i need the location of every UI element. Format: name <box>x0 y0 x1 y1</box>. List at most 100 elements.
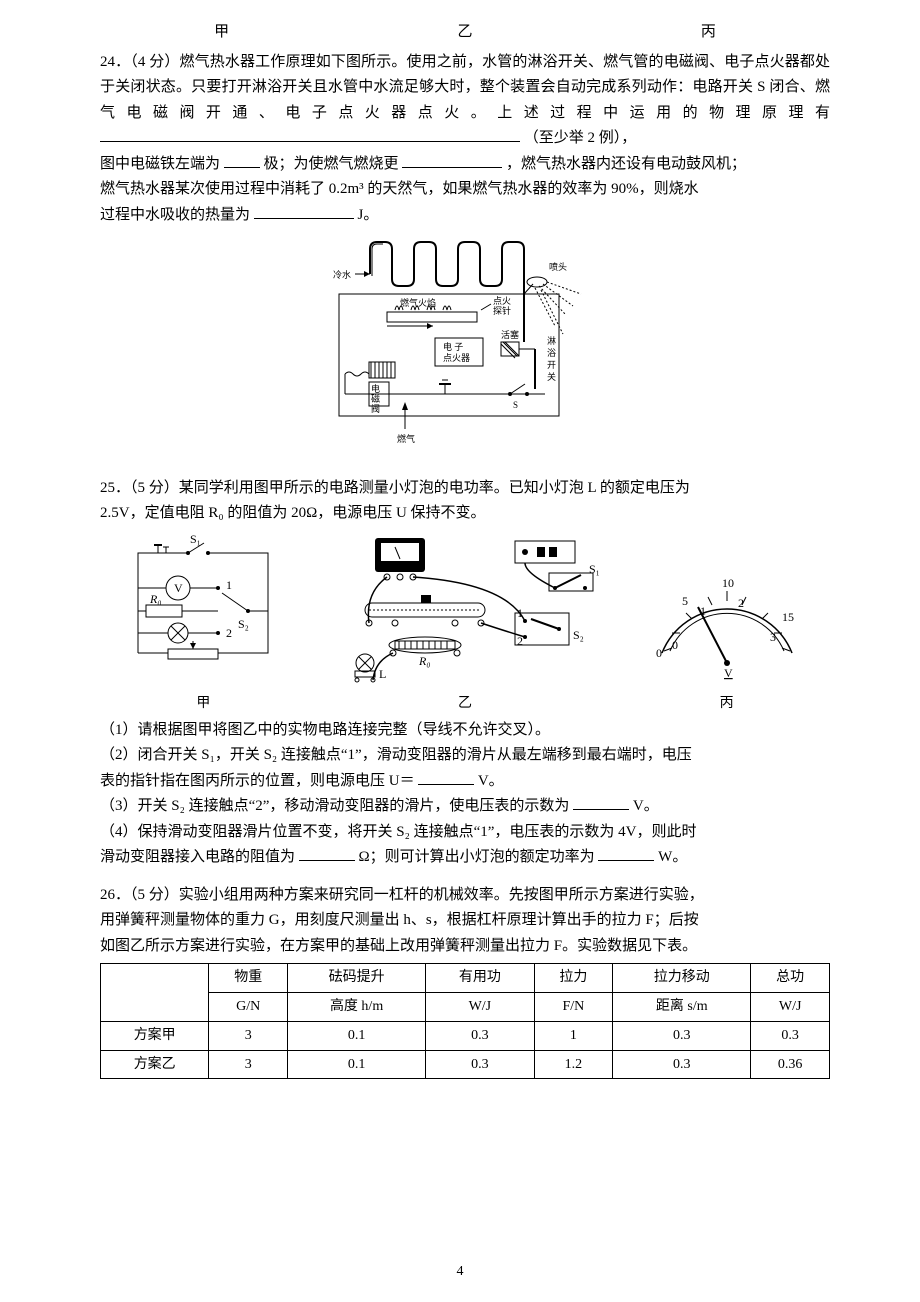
label-V: V <box>174 581 183 595</box>
label-shower4: 关 <box>547 371 556 382</box>
r1-Wu: 0.3 <box>426 1050 534 1079</box>
q25-i2b: 表的指针指在图丙所示的位置，则电源电压 U＝ <box>100 773 415 789</box>
svg-text:15: 15 <box>782 610 794 624</box>
question-26: 26．（5 分）实验小组用两种方案来研究同一杠杆的机械效率。先按图甲所示方案进行… <box>100 883 830 1080</box>
label-s2: S₂ <box>238 617 249 631</box>
top-caption-row: 甲 乙 丙 <box>100 20 830 46</box>
svg-text:2: 2 <box>738 596 744 610</box>
q26-s2: 用弹簧秤测量物体的重力 G，用刻度尺测量出 h、s，根据杠杆原理计算出手的拉力 … <box>100 912 699 928</box>
label-L: L <box>379 667 386 681</box>
q25-cap-b: 乙 <box>325 692 605 716</box>
q25-blank-R <box>299 846 355 861</box>
th-h-b: 高度 h/m <box>288 993 426 1022</box>
heater-diagram-icon: 冷水 喷头 燃气火焰 点火 探针 <box>315 234 615 454</box>
label-r0: R₀ <box>149 592 162 606</box>
r0-h: 0.1 <box>288 1021 426 1050</box>
circuit-schematic-icon: S₁ V R₀ 1 2 S₂ <box>118 533 288 683</box>
r1-h: 0.1 <box>288 1050 426 1079</box>
svg-text:0: 0 <box>656 646 662 660</box>
q24-blank-pole <box>224 153 260 168</box>
table-row: 方案乙 3 0.1 0.3 1.2 0.3 0.36 <box>101 1050 830 1079</box>
q24-line2b: 极；为使燃气燃烧更 <box>264 156 399 172</box>
q25-stem2: 2.5V，定值电阻 R₀ 的阻值为 20Ω，电源电压 U 保持不变。 <box>100 505 486 521</box>
th-Wt-b: W/J <box>751 993 830 1022</box>
q25-i4c: Ω；则可计算出小灯泡的额定功率为 <box>359 849 595 865</box>
q24-text: 24．（4 分）燃气热水器工作原理如下图所示。使用之前，水管的淋浴开关、燃气管的… <box>100 50 830 229</box>
q25-blank-V2 <box>573 795 629 810</box>
q25-fig-jia: S₁ V R₀ 1 2 S₂ <box>118 533 288 716</box>
label-s1: S₁ <box>190 533 201 546</box>
q24-blank-principles <box>100 127 520 142</box>
q25-i4d: W。 <box>658 849 687 865</box>
q25-i4a: （4）保持滑动变阻器滑片位置不变，将开关 S₂ 连接触点“1”，电压表的示数为 … <box>100 824 696 840</box>
label-valve3: 阀 <box>371 404 380 414</box>
q25-fig-bing: 0 5 10 15 0 1 2 3 V 丙 <box>642 563 812 716</box>
label-cold: 冷水 <box>333 269 351 280</box>
label-shower1: 淋 <box>547 335 556 346</box>
q24-paren: （至少举 2 例）， <box>524 130 637 146</box>
q26-table: 物重 砝码提升 有用功 拉力 拉力移动 总功 G/N 高度 h/m W/J F/… <box>100 963 830 1079</box>
label-Vb: V <box>724 666 733 680</box>
r1-s: 0.3 <box>613 1050 751 1079</box>
physical-circuit-icon: S₁ 1 2 S₂ R₀ <box>325 533 605 683</box>
label-ign1: 电 子 <box>443 341 463 352</box>
label-switch: S <box>513 400 518 410</box>
r0-name: 方案甲 <box>101 1021 209 1050</box>
caption-jia: 甲 <box>100 20 343 46</box>
label-valve1: 电 <box>371 383 380 394</box>
q25-item4: （4）保持滑动变阻器滑片位置不变，将开关 S₂ 连接触点“1”，电压表的示数为 … <box>100 820 830 871</box>
svg-text:10: 10 <box>722 576 734 590</box>
q25-i3b: V。 <box>633 798 659 814</box>
label-nozzle: 喷头 <box>549 262 567 272</box>
q25-i2c: V。 <box>478 773 504 789</box>
q26-stem: 26．（5 分）实验小组用两种方案来研究同一杠杆的机械效率。先按图甲所示方案进行… <box>100 883 830 960</box>
q24-line2c: ，燃气热水器内还设有电动鼓风机； <box>506 156 746 172</box>
th-G-b: G/N <box>209 993 288 1022</box>
question-24: 24．（4 分）燃气热水器工作原理如下图所示。使用之前，水管的淋浴开关、燃气管的… <box>100 50 830 464</box>
q24-line2a: 图中电磁铁左端为 <box>100 156 220 172</box>
label-ign2: 点火器 <box>443 353 470 363</box>
th-h-a: 砝码提升 <box>288 964 426 993</box>
label-r0b: R₀ <box>418 654 431 668</box>
th-blank <box>101 964 209 1022</box>
th-Wu-b: W/J <box>426 993 534 1022</box>
q24-prefix: 24．（4 分）燃气热水器工作原理如下图所示。使用之前，水管的淋浴开关、燃气管的… <box>100 54 830 121</box>
q25-stem: 25．（5 分）某同学利用图甲所示的电路测量小灯泡的电功率。已知小灯泡 L 的额… <box>100 476 830 527</box>
th-F-a: 拉力 <box>534 964 613 993</box>
page-number: 4 <box>0 1260 920 1284</box>
label-s1b: S₁ <box>589 562 600 576</box>
q25-i3a: （3）开关 S₂ 连接触点“2”，移动滑动变阻器的滑片，使电压表的示数为 <box>100 798 569 814</box>
table-row: 方案甲 3 0.1 0.3 1 0.3 0.3 <box>101 1021 830 1050</box>
r1-Wt: 0.36 <box>751 1050 830 1079</box>
r0-Wu: 0.3 <box>426 1021 534 1050</box>
r0-Wt: 0.3 <box>751 1021 830 1050</box>
q25-item2: （2）闭合开关 S₁，开关 S₂ 连接触点“1”，滑动变阻器的滑片从最左端移到最… <box>100 743 830 794</box>
r0-G: 3 <box>209 1021 288 1050</box>
r0-F: 1 <box>534 1021 613 1050</box>
label-shower3: 开 <box>547 360 556 370</box>
th-G-a: 物重 <box>209 964 288 993</box>
q24-line4a: 过程中水吸收的热量为 <box>100 207 250 223</box>
q25-cap-a: 甲 <box>118 692 288 716</box>
q25-item3: （3）开关 S₂ 连接触点“2”，移动滑动变阻器的滑片，使电压表的示数为 V。 <box>100 794 830 820</box>
svg-text:0: 0 <box>672 638 678 652</box>
th-s-b: 距离 s/m <box>613 993 751 1022</box>
q26-s3: 如图乙所示方案进行实验，在方案甲的基础上改用弹簧秤测量出拉力 F。实验数据见下表… <box>100 938 697 954</box>
label-valve2: 磁 <box>371 393 380 404</box>
label-gas: 燃气 <box>397 433 415 444</box>
q24-line4b: J。 <box>358 207 379 223</box>
r1-F: 1.2 <box>534 1050 613 1079</box>
th-F-b: F/N <box>534 993 613 1022</box>
q24-figure: 冷水 喷头 燃气火焰 点火 探针 <box>100 234 830 464</box>
q24-blank-heat <box>254 204 354 219</box>
q25-fig-yi: S₁ 1 2 S₂ R₀ <box>325 533 605 716</box>
caption-bing: 丙 <box>587 20 830 46</box>
q24-blank-burn <box>402 153 502 168</box>
q24-line3a: 燃气热水器某次使用过程中消耗了 0.2m³ 的天然气，如果燃气热水器的效率为 9… <box>100 181 699 197</box>
q25-figures: S₁ V R₀ 1 2 S₂ <box>100 533 830 716</box>
th-s-a: 拉力移动 <box>613 964 751 993</box>
r0-s: 0.3 <box>613 1021 751 1050</box>
label-s2b: S₂ <box>573 628 584 642</box>
label-flame: 燃气火焰 <box>400 297 436 308</box>
table-header-row2: G/N 高度 h/m W/J F/N 距离 s/m W/J <box>101 993 830 1022</box>
